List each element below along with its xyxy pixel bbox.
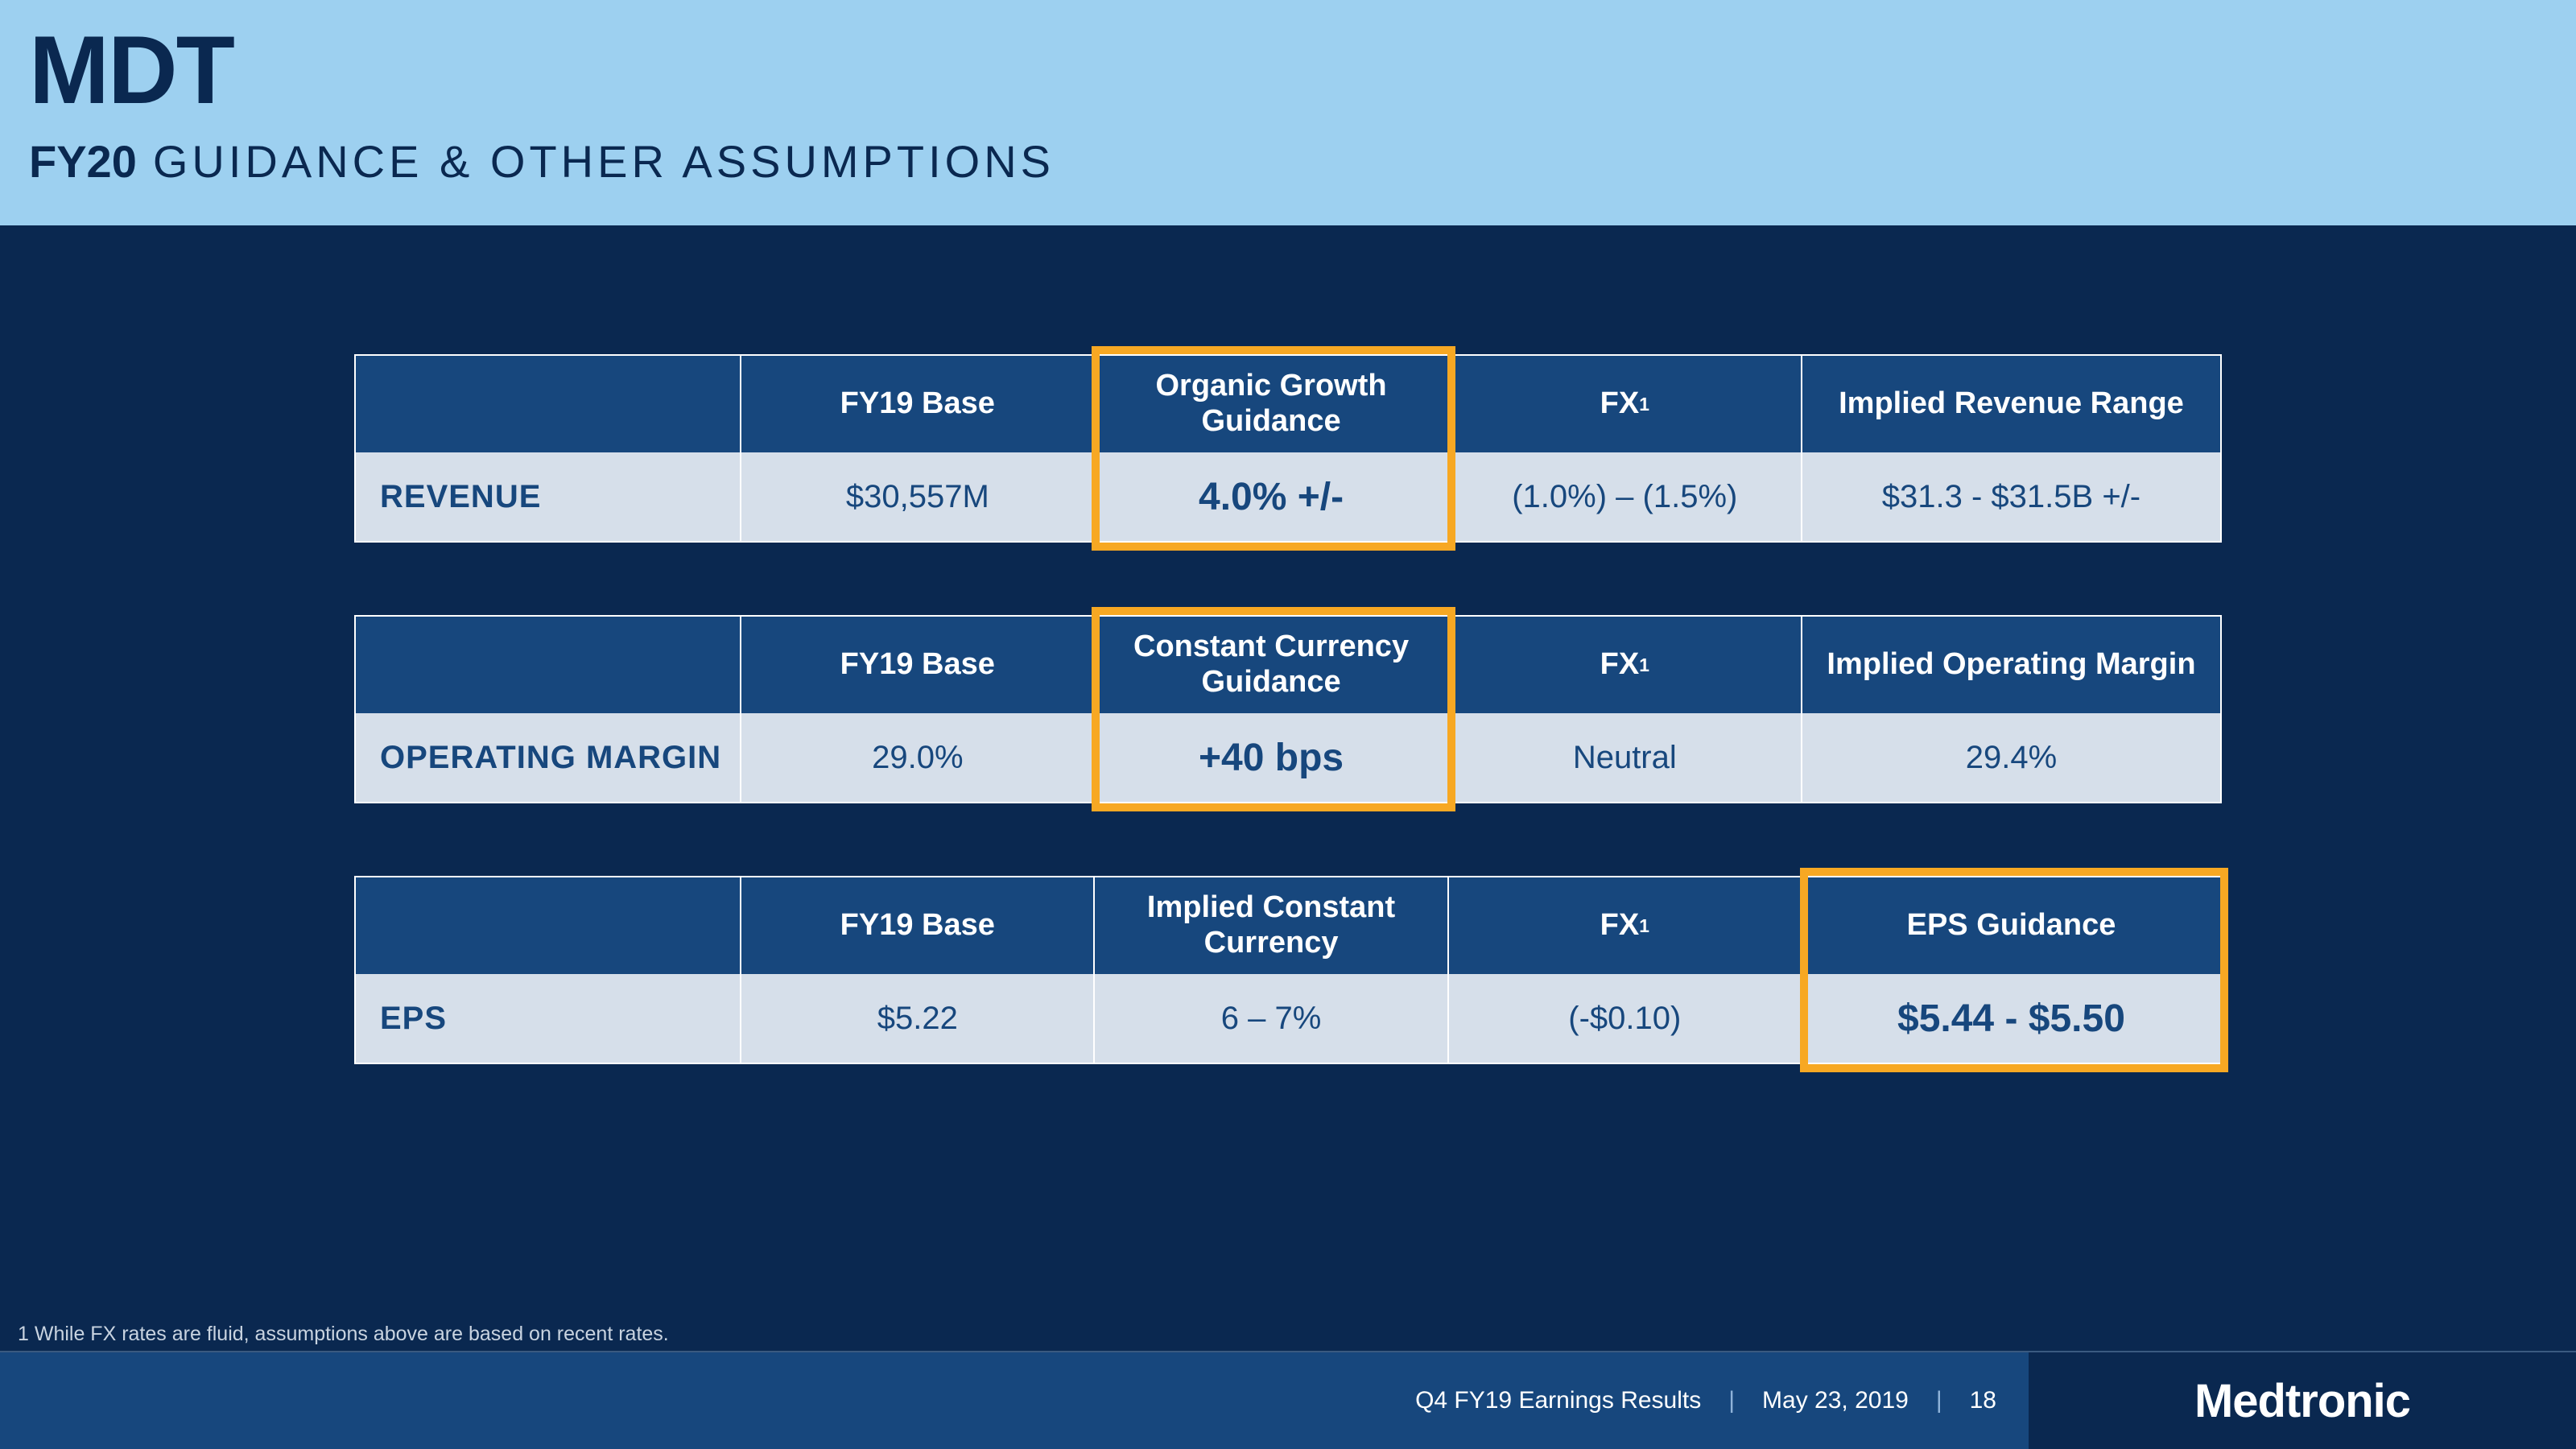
table-header-cell [356, 617, 741, 713]
footer-right: Medtronic [2029, 1352, 2576, 1449]
table-cell: $5.44 - $5.50 [1802, 974, 2220, 1063]
table-header-cell: Organic Growth Guidance [1095, 356, 1448, 452]
footer-date: May 23, 2019 [1762, 1387, 1909, 1414]
table-header-row: FY19 BaseImplied Constant CurrencyFX1EPS… [356, 877, 2220, 974]
subtitle-bold: FY20 [29, 135, 137, 188]
table-header-cell: Implied Revenue Range [1802, 356, 2220, 452]
table-header-cell: FX1 [1449, 356, 1802, 452]
table-row: REVENUE$30,557M4.0% +/-(1.0%) – (1.5%)$3… [356, 452, 2220, 541]
table-cell: $31.3 - $31.5B +/- [1802, 452, 2220, 541]
table-cell: +40 bps [1095, 713, 1448, 802]
table-cell: $5.22 [741, 974, 1095, 1063]
page-title: MDT [29, 14, 233, 126]
table-row: EPS$5.226 – 7%(-$0.10)$5.44 - $5.50 [356, 974, 2220, 1063]
footer-page: 18 [1970, 1387, 1996, 1414]
content-area: FY19 BaseOrganic Growth GuidanceFX1Impli… [0, 225, 2576, 1352]
company-logo: Medtronic [2194, 1374, 2410, 1428]
footnote: 1 While FX rates are fluid, assumptions … [18, 1323, 669, 1346]
table-header-cell: Implied Operating Margin [1802, 617, 2220, 713]
table-header-row: FY19 BaseConstant Currency GuidanceFX1Im… [356, 617, 2220, 713]
table-cell: (-$0.10) [1449, 974, 1802, 1063]
table-header-cell: FX1 [1449, 877, 1802, 974]
subtitle-light: GUIDANCE & OTHER ASSUMPTIONS [153, 135, 1055, 188]
table-header-cell: EPS Guidance [1802, 877, 2220, 974]
table-header-cell [356, 877, 741, 974]
table-header-cell: FX1 [1449, 617, 1802, 713]
table-header-cell: FY19 Base [741, 356, 1095, 452]
table-cell: 4.0% +/- [1095, 452, 1448, 541]
tables-container: FY19 BaseOrganic Growth GuidanceFX1Impli… [354, 354, 2222, 1064]
footer-sep-1: | [1717, 1387, 1746, 1414]
footer-sep-2: | [1925, 1387, 1954, 1414]
guidance-table: FY19 BaseConstant Currency GuidanceFX1Im… [354, 615, 2222, 803]
table-cell: (1.0%) – (1.5%) [1449, 452, 1802, 541]
table-cell: 29.0% [741, 713, 1095, 802]
row-label: OPERATING MARGIN [356, 713, 741, 802]
table-cell: $30,557M [741, 452, 1095, 541]
table-header-cell: FY19 Base [741, 877, 1095, 974]
table-header-cell [356, 356, 741, 452]
page-subtitle: FY20 GUIDANCE & OTHER ASSUMPTIONS [29, 135, 1055, 188]
guidance-table: FY19 BaseImplied Constant CurrencyFX1EPS… [354, 876, 2222, 1064]
table-header-row: FY19 BaseOrganic Growth GuidanceFX1Impli… [356, 356, 2220, 452]
footer-doc-title: Q4 FY19 Earnings Results [1415, 1387, 1701, 1414]
row-label: EPS [356, 974, 741, 1063]
table-header-cell: Constant Currency Guidance [1095, 617, 1448, 713]
footer-bar: Q4 FY19 Earnings Results | May 23, 2019 … [0, 1352, 2576, 1449]
header-band: MDT FY20 GUIDANCE & OTHER ASSUMPTIONS [0, 0, 2576, 225]
table-cell: 6 – 7% [1095, 974, 1448, 1063]
table-header-cell: FY19 Base [741, 617, 1095, 713]
table-cell: Neutral [1449, 713, 1802, 802]
row-label: REVENUE [356, 452, 741, 541]
table-row: OPERATING MARGIN29.0%+40 bpsNeutral29.4% [356, 713, 2220, 802]
guidance-table: FY19 BaseOrganic Growth GuidanceFX1Impli… [354, 354, 2222, 543]
table-header-cell: Implied Constant Currency [1095, 877, 1448, 974]
footer-left: Q4 FY19 Earnings Results | May 23, 2019 … [0, 1352, 2029, 1449]
table-cell: 29.4% [1802, 713, 2220, 802]
